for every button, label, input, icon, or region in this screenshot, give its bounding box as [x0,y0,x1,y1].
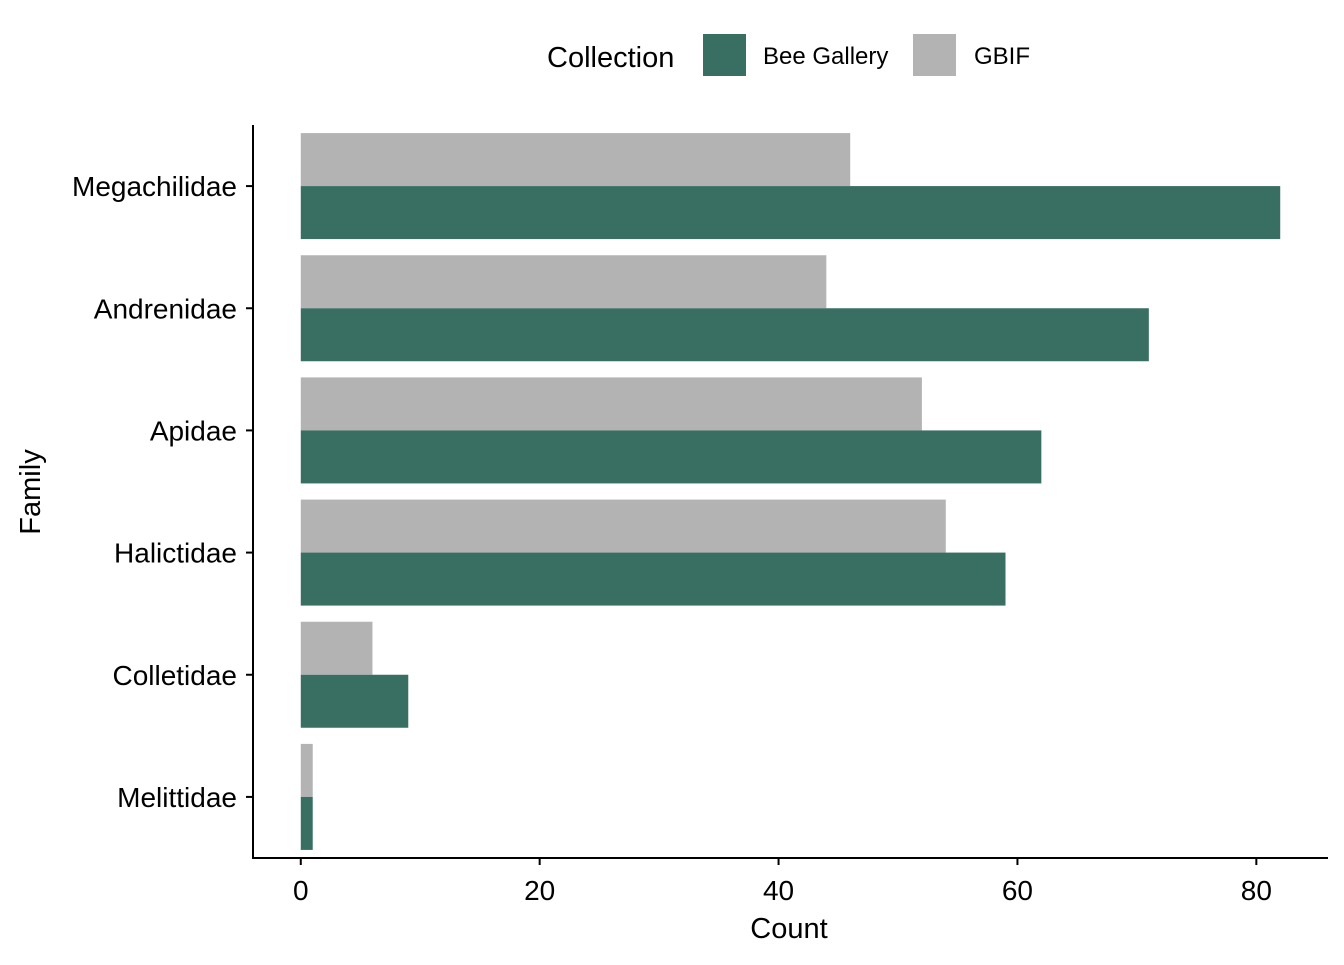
x-axis-title: Count [750,913,827,945]
bar-gbif-halictidae [300,499,946,553]
y-tick-label-melittidae: Melittidae [117,782,237,813]
bar-gbif-colletidae [300,621,373,675]
x-axis-ticks: 0 20 40 60 80 [293,858,1272,906]
bar-bee-gallery-halictidae [300,552,1006,606]
x-tick-label-80: 80 [1241,875,1272,906]
bar-gbif-andrenidae [300,255,827,309]
y-tick-label-colletidae: Colletidae [112,660,237,691]
bar-gbif-apidae [300,377,922,431]
x-tick-label-60: 60 [1002,875,1033,906]
bar-gbif-megachilidae [300,133,851,187]
bar-bee-gallery-megachilidae [300,186,1281,240]
x-tick-label-20: 20 [524,875,555,906]
legend-swatch-bee-gallery [703,34,746,76]
legend: Collection Bee Gallery GBIF [547,34,1030,76]
x-tick-label-40: 40 [763,875,794,906]
bar-bee-gallery-colletidae [300,674,409,728]
legend-label-bee-gallery: Bee Gallery [763,43,888,70]
bar-gbif-melittidae [300,743,313,797]
bar-bee-gallery-melittidae [300,796,313,850]
legend-swatch-gbif [913,34,956,76]
legend-title: Collection [547,42,674,74]
bar-bee-gallery-apidae [300,430,1042,484]
y-tick-label-megachilidae: Megachilidae [72,171,237,202]
bar-bee-gallery-andrenidae [300,308,1149,362]
legend-label-gbif: GBIF [974,43,1030,70]
y-tick-label-apidae: Apidae [150,415,237,446]
x-tick-label-0: 0 [293,875,309,906]
y-tick-label-andrenidae: Andrenidae [94,293,237,324]
y-tick-label-halictidae: Halictidae [114,538,237,569]
bars-group [300,133,1281,850]
y-axis-ticks: Megachilidae Andrenidae Apidae Halictidae Co… [72,171,253,813]
y-axis-title: Family [15,449,47,535]
